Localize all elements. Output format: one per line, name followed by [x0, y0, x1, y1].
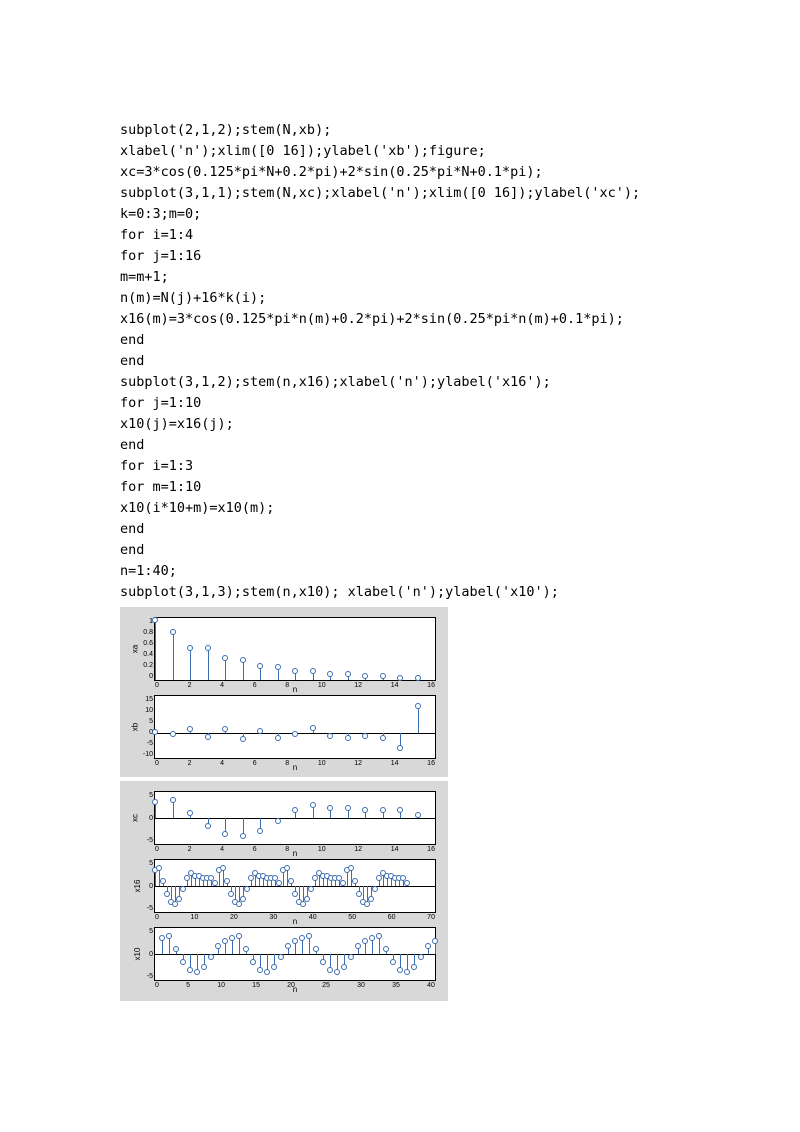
page-container: subplot(2,1,2);stem(N,xb); xlabel('n');x… [0, 0, 800, 1043]
chart-xb: xb n 151050-5-100246810121416 [154, 695, 436, 759]
chart-xa: xa n 10.80.60.40.200246810121416 [154, 617, 436, 681]
code-block: subplot(2,1,2);stem(N,xb); xlabel('n');x… [120, 120, 680, 603]
chart-xc: xc n 50-50246810121416 [154, 791, 436, 845]
figure-1: xa n 10.80.60.40.200246810121416 xb n 15… [120, 607, 448, 777]
chart-x16: x16 n 50-5010203040506070 [154, 859, 436, 913]
chart-x10: x10 n 50-50510152025303540 [154, 927, 436, 981]
figure-2: xc n 50-50246810121416 x16 n 50-50102030… [120, 781, 448, 1001]
